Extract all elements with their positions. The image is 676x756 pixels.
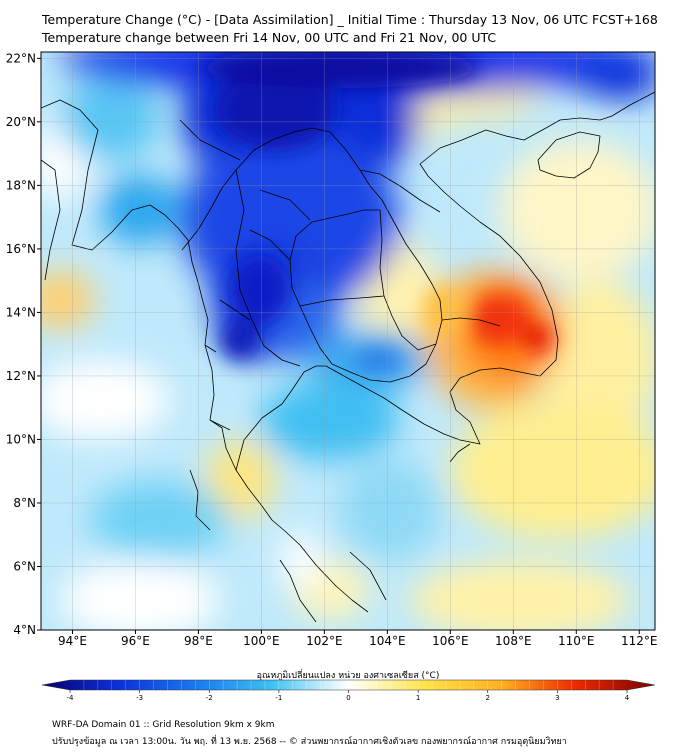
lat-axis: 22°N 20°N 18°N 16°N 14°N 12°N 10°N 8°N 6°N 4°N bbox=[6, 51, 41, 637]
footer-model-info: WRF-DA Domain 01 :: Grid Resolution 9km … bbox=[52, 720, 275, 730]
lat-tick-label: 6°N bbox=[13, 559, 36, 573]
lat-tick-label: 14°N bbox=[6, 305, 36, 319]
lat-tick-label: 4°N bbox=[13, 623, 36, 637]
lon-tick-label: 108°E bbox=[495, 634, 532, 648]
lat-tick-label: 12°N bbox=[6, 369, 36, 383]
colorbar-tick-label: 2 bbox=[486, 694, 490, 702]
temperature-field bbox=[41, 52, 655, 630]
lon-tick-label: 94°E bbox=[58, 634, 87, 648]
lat-tick-label: 8°N bbox=[13, 496, 36, 510]
lon-tick-label: 112°E bbox=[621, 634, 658, 648]
lat-tick-label: 22°N bbox=[6, 51, 36, 65]
map-title: Temperature Change (°C) - [Data Assimila… bbox=[42, 12, 658, 27]
lon-tick-label: 104°E bbox=[369, 634, 406, 648]
colorbar-title: อุณหภูมิเปลี่ยนแปลง หน่วย องศาเซลเซียส (… bbox=[257, 668, 440, 681]
lon-tick-label: 100°E bbox=[243, 634, 280, 648]
lat-tick-label: 16°N bbox=[6, 242, 36, 256]
lat-tick-label: 20°N bbox=[6, 115, 36, 129]
lon-tick-label: 110°E bbox=[558, 634, 595, 648]
colorbar-tick-label: 4 bbox=[625, 694, 630, 702]
colorbar-dividers bbox=[83, 680, 614, 690]
colorbar-tick-label: 1 bbox=[416, 694, 420, 702]
colorbar-tick-label: -1 bbox=[275, 694, 282, 702]
lat-tick-label: 10°N bbox=[6, 432, 36, 446]
colorbar-tick-label: 3 bbox=[555, 694, 559, 702]
plot-frame bbox=[40, 51, 656, 631]
colorbar-tick-label: -3 bbox=[136, 694, 143, 702]
map-subtitle: Temperature change between Fri 14 Nov, 0… bbox=[42, 30, 497, 45]
graticule bbox=[41, 52, 655, 631]
lon-axis: 94°E 96°E 98°E 100°E 102°E 104°E 106°E 108°E 110… bbox=[58, 630, 658, 648]
footer-update-info: ปรับปรุงข้อมูล ณ เวลา 13:00น. วัน พฤ. ที… bbox=[52, 737, 567, 747]
colorbar-ticks: -4 -3 -2 -1 0 1 2 3 4 bbox=[67, 690, 630, 702]
lat-tick-label: 18°N bbox=[6, 178, 36, 192]
lon-tick-label: 98°E bbox=[184, 634, 213, 648]
lon-tick-label: 96°E bbox=[121, 634, 150, 648]
colorbar-tick-label: -4 bbox=[67, 694, 75, 702]
colorbar-tick-label: 0 bbox=[346, 694, 350, 702]
colorbar-tick-label: -2 bbox=[206, 694, 213, 702]
lon-tick-label: 106°E bbox=[432, 634, 469, 648]
lon-tick-label: 102°E bbox=[306, 634, 343, 648]
